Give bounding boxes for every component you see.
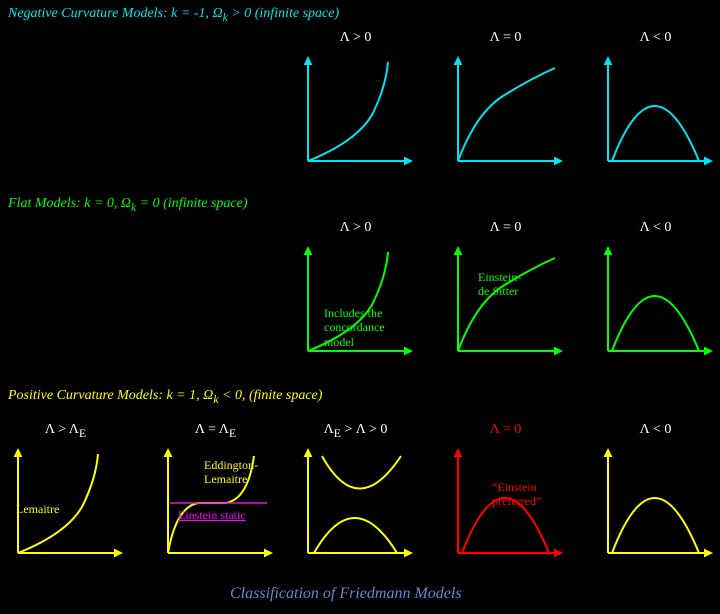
flat-chart-0-label: Λ > 0 [298, 220, 413, 236]
positive-chart-2 [298, 448, 413, 563]
flat-chart-1-label: Λ = 0 [448, 220, 563, 236]
positive-chart-0-annotation: Lemaitre [16, 502, 59, 516]
positive-chart-0-label: Λ > ΛE [8, 422, 123, 440]
positive-chart-1-label: Λ = ΛE [158, 422, 273, 440]
negative-chart-1-label: Λ = 0 [448, 30, 563, 46]
positive-chart-1-annotation2: Einstein static [178, 508, 246, 522]
flat-chart-1 [448, 246, 563, 361]
positive-chart-4 [598, 448, 713, 563]
flat-chart-2-label: Λ < 0 [598, 220, 713, 236]
negative-chart-1 [448, 56, 563, 171]
negative-chart-2-label: Λ < 0 [598, 30, 713, 46]
positive-chart-4-label: Λ < 0 [598, 422, 713, 438]
positive-chart-2-label: ΛE > Λ > 0 [298, 422, 413, 440]
flat-chart-1-annotation: Einstein-de Sitter [478, 270, 521, 299]
positive-chart-3-annotation: “Einsteinpreferred” [492, 480, 541, 509]
flat-chart-2 [598, 246, 713, 361]
negative-section-title: Negative Curvature Models: k = -1, Ωk > … [8, 6, 339, 24]
flat-chart-0-annotation: Includes theconcordancemodel [324, 306, 385, 349]
positive-section-title: Positive Curvature Models: k = 1, Ωk < 0… [8, 388, 322, 406]
positive-chart-3-label: Λ = 0 [448, 422, 563, 438]
negative-chart-2 [598, 56, 713, 171]
footer-title: Classification of Friedmann Models [230, 585, 462, 603]
flat-section-title: Flat Models: k = 0, Ωk = 0 (infinite spa… [8, 196, 248, 214]
positive-chart-1-annotation: Eddington-Lemaitre [204, 458, 258, 487]
negative-chart-0 [298, 56, 413, 171]
negative-chart-0-label: Λ > 0 [298, 30, 413, 46]
